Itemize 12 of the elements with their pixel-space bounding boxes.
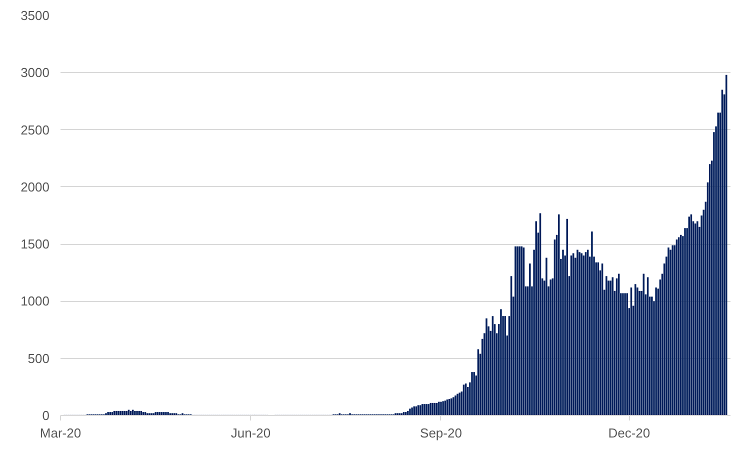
y-tick-label: 1000 xyxy=(20,294,50,309)
y-tick-label: 0 xyxy=(42,408,50,423)
y-tick-label: 500 xyxy=(28,350,50,366)
y-tick-label: 3000 xyxy=(20,65,50,80)
y-tick-label: 2000 xyxy=(20,179,50,194)
y-tick-label: 1500 xyxy=(20,236,50,252)
x-tick-label: Mar-20 xyxy=(40,426,82,440)
y-tick-label: 2500 xyxy=(20,122,50,138)
y-tick-label: 3500 xyxy=(20,8,50,23)
x-tick-label: Jun-20 xyxy=(230,426,271,440)
x-tick-label: Dec-20 xyxy=(608,426,650,440)
x-tick-label: Sep-20 xyxy=(420,426,462,440)
